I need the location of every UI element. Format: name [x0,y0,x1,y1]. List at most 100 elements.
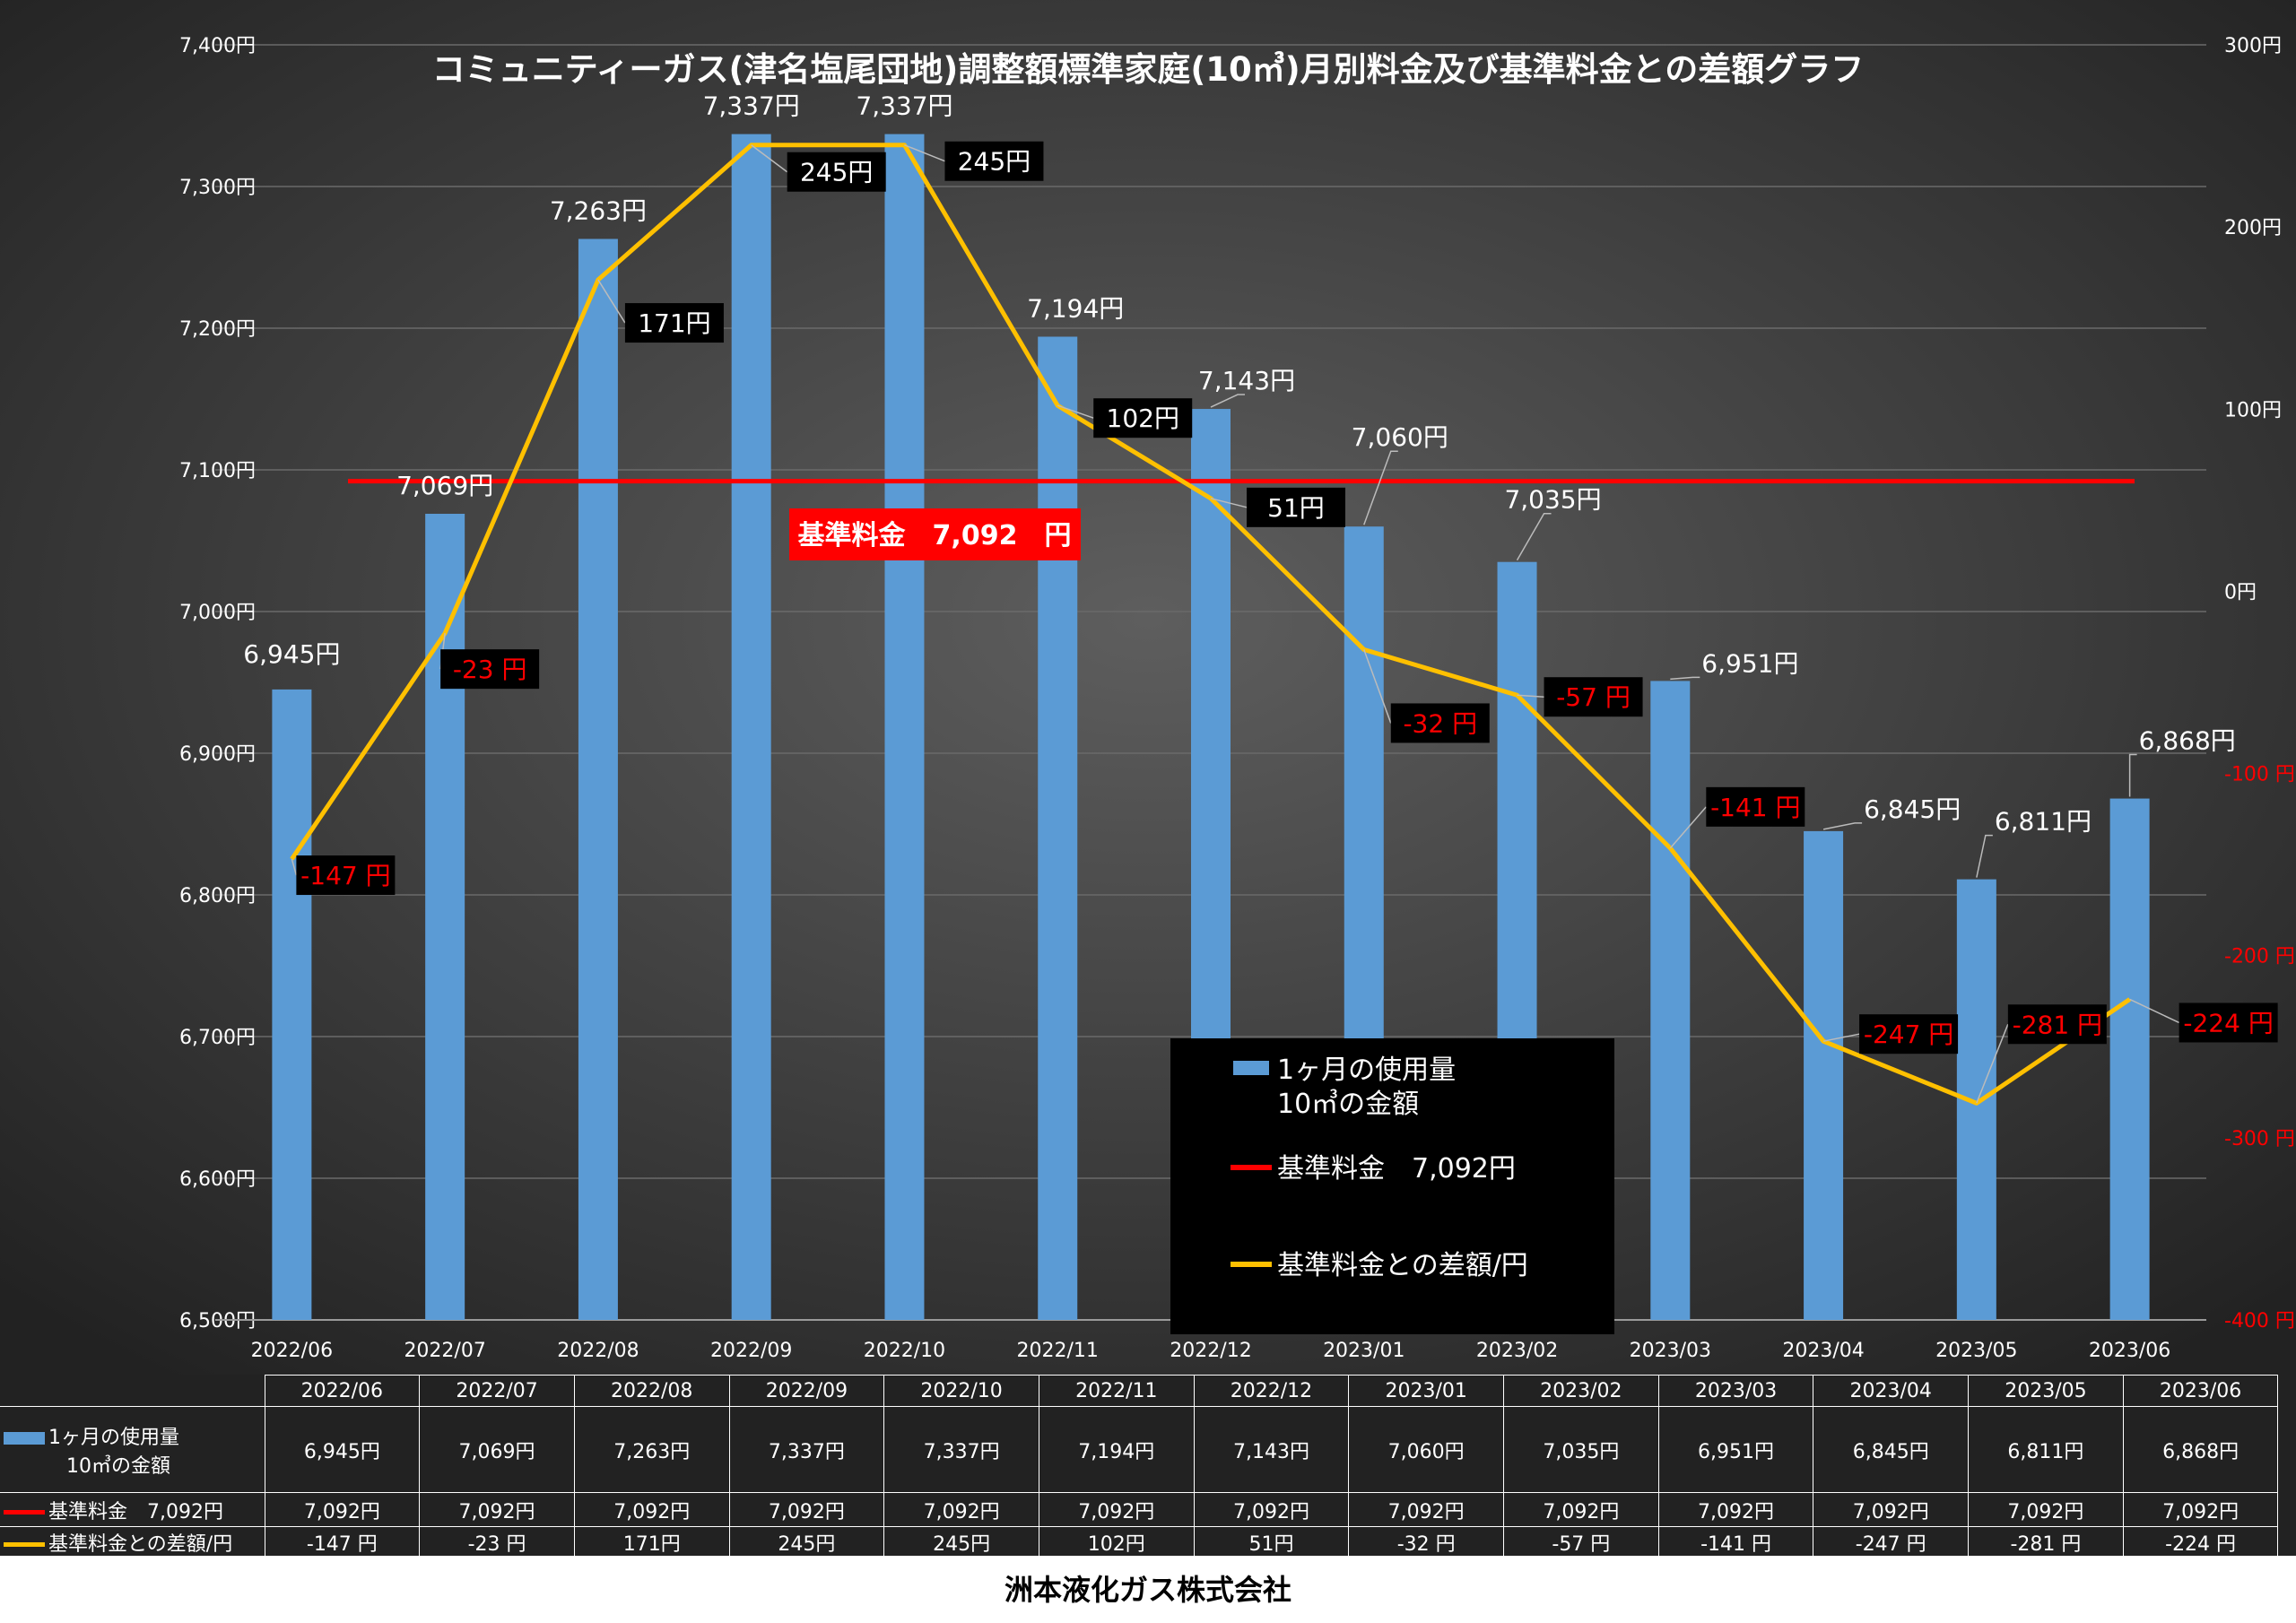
y-tick-label-right: 300円 [2224,35,2282,57]
diff-label-leader [751,144,788,173]
y-tick-label-right: -300 円 [2224,1128,2295,1150]
diff-label-box [2179,1002,2278,1043]
table-cell: 7,092円 [1038,1492,1195,1527]
table-row-label-line: 基準料金 7,092円 [4,1496,264,1524]
diff-label-leader [1976,1023,2009,1104]
y-tick-label-right: -400 円 [2224,1310,2295,1332]
diff-label-box [440,649,540,690]
diff-label-leader [2129,998,2179,1024]
y-tick-label-right: 0円 [2224,581,2257,603]
table-row-label-text: 10㎥の金額 [66,1454,170,1478]
bar-data-label: 6,845円 [1864,794,1961,824]
bar-data-label: 7,060円 [1352,422,1448,452]
y-tick-label-right: -200 円 [2224,946,2295,968]
bar-data-label: 6,951円 [1701,648,1798,678]
y-tick-label-left: 6,800円 [179,885,256,907]
legend-label: 1ヶ月の使用量 [1277,1055,1456,1086]
x-tick-label: 2022/10 [864,1340,945,1362]
bar-data-label: 7,069円 [396,471,493,500]
table-cell: -147 円 [264,1526,421,1558]
x-tick-label: 2023/01 [1323,1340,1405,1362]
legend-box [1170,1038,1614,1334]
x-tick-label: 2022/08 [557,1340,639,1362]
bar [2109,798,2150,1320]
diff-data-label: -247 円 [1864,1020,1953,1049]
table-legend-swatch-bar [4,1431,45,1445]
diff-data-label: 245円 [800,158,873,187]
diff-label-leader [597,279,626,324]
diff-label-leader [1057,404,1094,419]
table-cell: 6,845円 [1813,1406,1970,1493]
table-month-header: 2022/07 [419,1375,575,1407]
table-cell: 171円 [573,1526,730,1558]
table-month-header: 2023/01 [1348,1375,1504,1407]
table-month-header: 2023/05 [1968,1375,2124,1407]
bar-data-label: 7,263円 [550,195,647,225]
bar [731,134,771,1320]
table-month-header: 2022/12 [1193,1375,1350,1407]
bar-data-label: 6,811円 [1995,807,2092,837]
bar-label-leader [1363,450,1398,525]
diff-label-box [2007,1004,2107,1045]
x-tick-label: 2022/11 [1017,1340,1099,1362]
x-tick-label: 2023/02 [1476,1340,1558,1362]
bar-label-leader [1670,676,1700,681]
x-tick-label: 2023/06 [2089,1340,2170,1362]
diff-data-label: 171円 [638,308,710,338]
bar-data-label: 7,194円 [1027,293,1124,323]
table-cell: 102円 [1038,1526,1195,1558]
diff-label-leader [1363,649,1392,724]
diff-label-leader [904,144,945,162]
bar-data-label: 7,143円 [1198,366,1295,395]
bar-data-label: 6,868円 [2139,726,2236,756]
diff-label-box [1247,487,1345,527]
table-month-header: 2022/10 [883,1375,1039,1407]
y-tick-label-left: 6,500円 [179,1310,256,1332]
legend-swatch-line [1231,1262,1272,1267]
table-cell: 6,868円 [2122,1406,2279,1493]
y-axis-left: 6,500円 6,600円 6,700円 6,800円 6,900円 7,000円 7,10… [179,35,256,1332]
diff-label-leader [1669,806,1707,849]
bar [1650,681,1691,1320]
table-month-header: 2022/08 [573,1375,730,1407]
table-month-header: 2022/06 [264,1375,421,1407]
table-row-label: 基準料金 7,092円 [0,1492,265,1527]
bar-data-label: 7,337円 [856,91,952,121]
table-cell: -247 円 [1813,1526,1970,1558]
table-cell: 7,092円 [883,1492,1039,1527]
bar [884,134,925,1320]
chart: 6,500円 6,600円 6,700円 6,800円 6,900円 7,000円 7,10… [0,0,2296,1375]
table-row-label-line: 基準料金との差額/円 [4,1528,264,1557]
bar-label-leader [1822,822,1863,830]
diff-label-box [296,855,396,896]
table-legend-swatch-line [4,1510,45,1515]
table-cell: 7,035円 [1503,1406,1659,1493]
x-tick-label: 2023/04 [1782,1340,1864,1362]
table-cell: 51円 [1193,1526,1350,1558]
diff-data-labels: -147 円 -23 円 171円 245円 245円 102円 51円 -32 円 -57 円… [291,141,2278,1104]
x-tick-label: 2022/09 [710,1340,792,1362]
table-cell: 7,194円 [1038,1406,1195,1493]
x-tick-label: 2022/07 [404,1340,485,1362]
bar [578,239,618,1321]
table-cell: 7,060円 [1348,1406,1504,1493]
bar-data-label: 7,337円 [703,91,800,121]
table-cell: 7,092円 [1348,1492,1504,1527]
base-price-annotation: 基準料金 7,092 円 [789,508,1081,560]
diff-data-label: -57 円 [1556,682,1631,712]
table-row-label: 基準料金との差額/円 [0,1526,265,1558]
diff-data-label: -23 円 [453,655,527,684]
table-month-header: 2022/11 [1038,1375,1195,1407]
diff-data-label: 102円 [1107,404,1179,433]
table-month-header: 2023/04 [1813,1375,1970,1407]
y-tick-label-left: 7,300円 [179,177,256,199]
bar [425,513,465,1320]
table-month-header: 2023/06 [2122,1375,2279,1407]
diff-label-box [1390,703,1490,743]
y-tick-label-left: 6,900円 [179,743,256,766]
company-name: 洲本液化ガス株式会社 [1004,1573,1292,1607]
table-cell: 6,945円 [264,1406,421,1493]
table-cell: -281 円 [1968,1526,2124,1558]
